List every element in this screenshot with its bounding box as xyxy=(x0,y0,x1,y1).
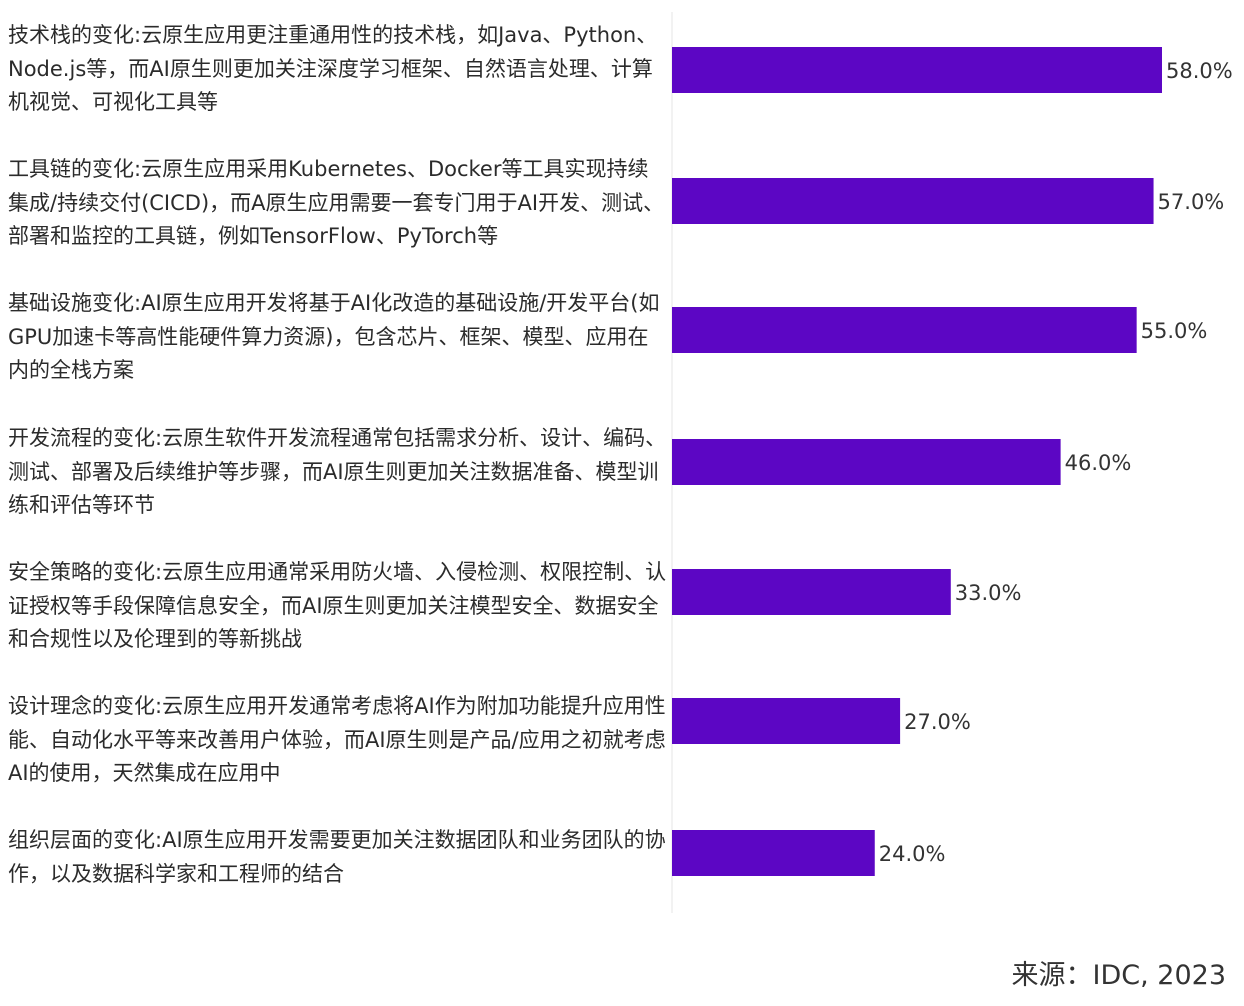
bar-3 xyxy=(672,307,1137,353)
bar-value-label-5: 33.0% xyxy=(955,581,1022,605)
bar-value-label-4: 46.0% xyxy=(1065,451,1132,475)
category-label-4: 开发流程的变化:云原生软件开发流程通常包括需求分析、设计、编码、测试、部署及后续… xyxy=(8,426,667,517)
bar-value-label-1: 58.0% xyxy=(1166,59,1233,83)
category-label-1: 技术栈的变化:云原生应用更注重通用性的技术栈，如Java、Python、Node… xyxy=(8,23,658,114)
bar-4 xyxy=(672,439,1061,485)
bar-value-label-2: 57.0% xyxy=(1158,190,1225,214)
category-label-6: 设计理念的变化:云原生应用开发通常考虑将AI作为附加功能提升应用性能、自动化水平… xyxy=(8,694,666,785)
category-label-5: 安全策略的变化:云原生应用通常采用防火墙、入侵检测、权限控制、认证授权等手段保障… xyxy=(8,560,667,651)
category-label-3: 基础设施变化:AI原生应用开发将基于AI化改造的基础设施/开发平台(如GPU加速… xyxy=(8,291,660,382)
bar-6 xyxy=(672,698,901,744)
bar-1 xyxy=(672,47,1162,93)
bar-5 xyxy=(672,569,951,615)
bar-value-label-6: 27.0% xyxy=(904,710,971,734)
source-note: 来源：IDC, 2023 xyxy=(1011,960,1226,991)
category-label-2: 工具链的变化:云原生应用采用Kubernetes、Docker等工具实现持续集成… xyxy=(8,157,665,248)
bar-value-label-7: 24.0% xyxy=(879,842,946,866)
bar-value-label-3: 55.0% xyxy=(1141,319,1208,343)
bar-7 xyxy=(672,830,875,876)
category-label-7: 组织层面的变化:AI原生应用开发需要更加关注数据团队和业务团队的协作，以及数据科… xyxy=(8,828,666,886)
bar-2 xyxy=(672,178,1154,224)
